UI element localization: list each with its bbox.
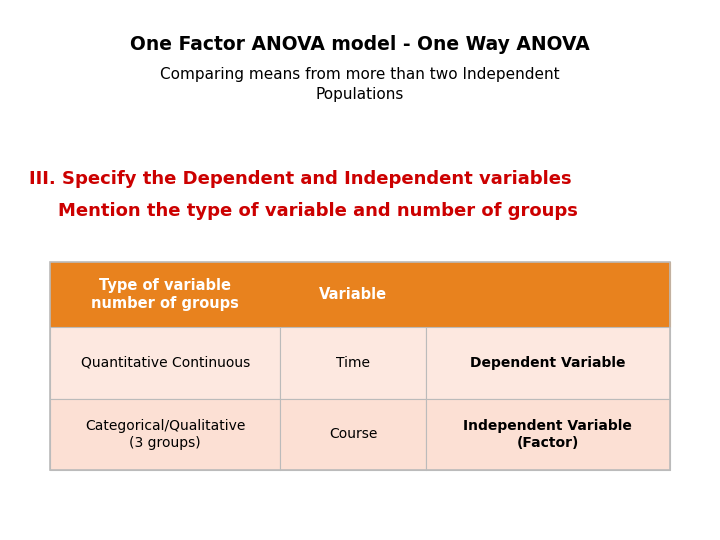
Text: Categorical/Qualitative
(3 groups): Categorical/Qualitative (3 groups)	[85, 418, 246, 450]
Text: Course: Course	[329, 427, 377, 441]
Text: Quantitative Continuous: Quantitative Continuous	[81, 356, 250, 370]
FancyBboxPatch shape	[50, 327, 280, 399]
FancyBboxPatch shape	[280, 327, 426, 399]
Text: III. Specify the Dependent and Independent variables: III. Specify the Dependent and Independe…	[29, 170, 572, 188]
FancyBboxPatch shape	[280, 399, 426, 470]
Text: Variable: Variable	[319, 287, 387, 302]
Text: Dependent Variable: Dependent Variable	[470, 356, 626, 370]
Text: Mention the type of variable and number of groups: Mention the type of variable and number …	[58, 202, 577, 220]
FancyBboxPatch shape	[280, 262, 426, 327]
FancyBboxPatch shape	[426, 262, 670, 327]
Text: Comparing means from more than two Independent
Populations: Comparing means from more than two Indep…	[160, 68, 560, 102]
Text: Type of variable
number of groups: Type of variable number of groups	[91, 278, 239, 312]
FancyBboxPatch shape	[426, 399, 670, 470]
Text: One Factor ANOVA model - One Way ANOVA: One Factor ANOVA model - One Way ANOVA	[130, 35, 590, 54]
FancyBboxPatch shape	[50, 399, 280, 470]
FancyBboxPatch shape	[50, 262, 280, 327]
Text: Independent Variable
(Factor): Independent Variable (Factor)	[464, 418, 632, 450]
Text: Time: Time	[336, 356, 370, 370]
FancyBboxPatch shape	[426, 327, 670, 399]
